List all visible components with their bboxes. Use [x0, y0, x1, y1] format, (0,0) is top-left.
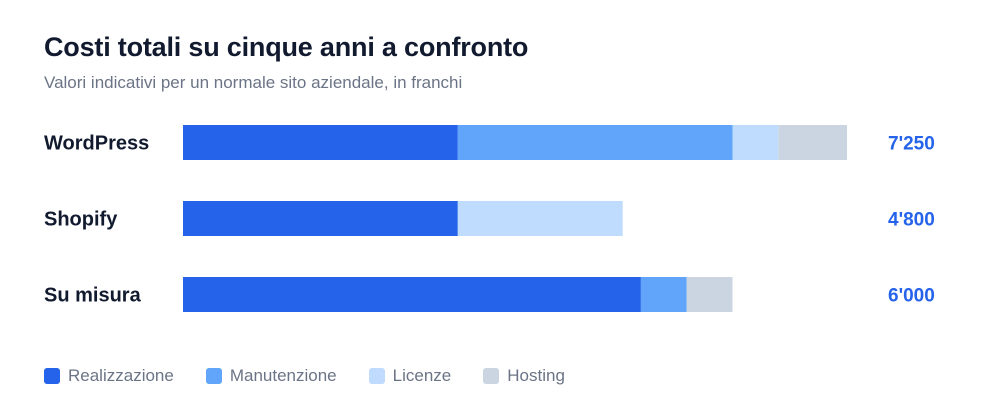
bar-segment — [732, 125, 779, 160]
bar-segment — [686, 277, 733, 312]
bar-segment — [457, 201, 623, 236]
legend-label: Manutenzione — [229, 366, 337, 385]
bar-segment — [183, 125, 458, 160]
legend-swatch — [483, 368, 500, 384]
legend-label: Licenze — [392, 366, 452, 385]
chart-legend: Realizzazione Manutenzione Licenze Hosting — [44, 366, 597, 386]
legend-item: Hosting — [483, 366, 565, 386]
category-label: Su misura — [44, 285, 142, 307]
total-label: 7'250 — [888, 134, 935, 155]
legend-item: Licenze — [368, 366, 452, 386]
category-label: Shopify — [44, 209, 118, 231]
bar-segment — [457, 125, 733, 160]
chart-subtitle: Valori indicativi per un normale sito az… — [44, 73, 463, 92]
category-label: WordPress — [44, 133, 149, 155]
legend-swatch — [205, 368, 222, 384]
bar-segment — [778, 125, 847, 160]
legend-swatch — [368, 368, 385, 384]
total-label: 4'800 — [888, 210, 935, 231]
bar-segment — [640, 277, 687, 312]
bar-segment — [183, 277, 641, 312]
legend-item: Manutenzione — [205, 366, 337, 386]
total-label: 6'000 — [888, 286, 935, 307]
legend-item: Realizzazione — [44, 366, 174, 386]
legend-label: Realizzazione — [68, 366, 174, 385]
chart-title: Costi totali su cinque anni a confronto — [44, 32, 529, 62]
bar-segment — [183, 201, 458, 236]
legend-label: Hosting — [507, 366, 565, 385]
legend-swatch — [44, 368, 60, 384]
